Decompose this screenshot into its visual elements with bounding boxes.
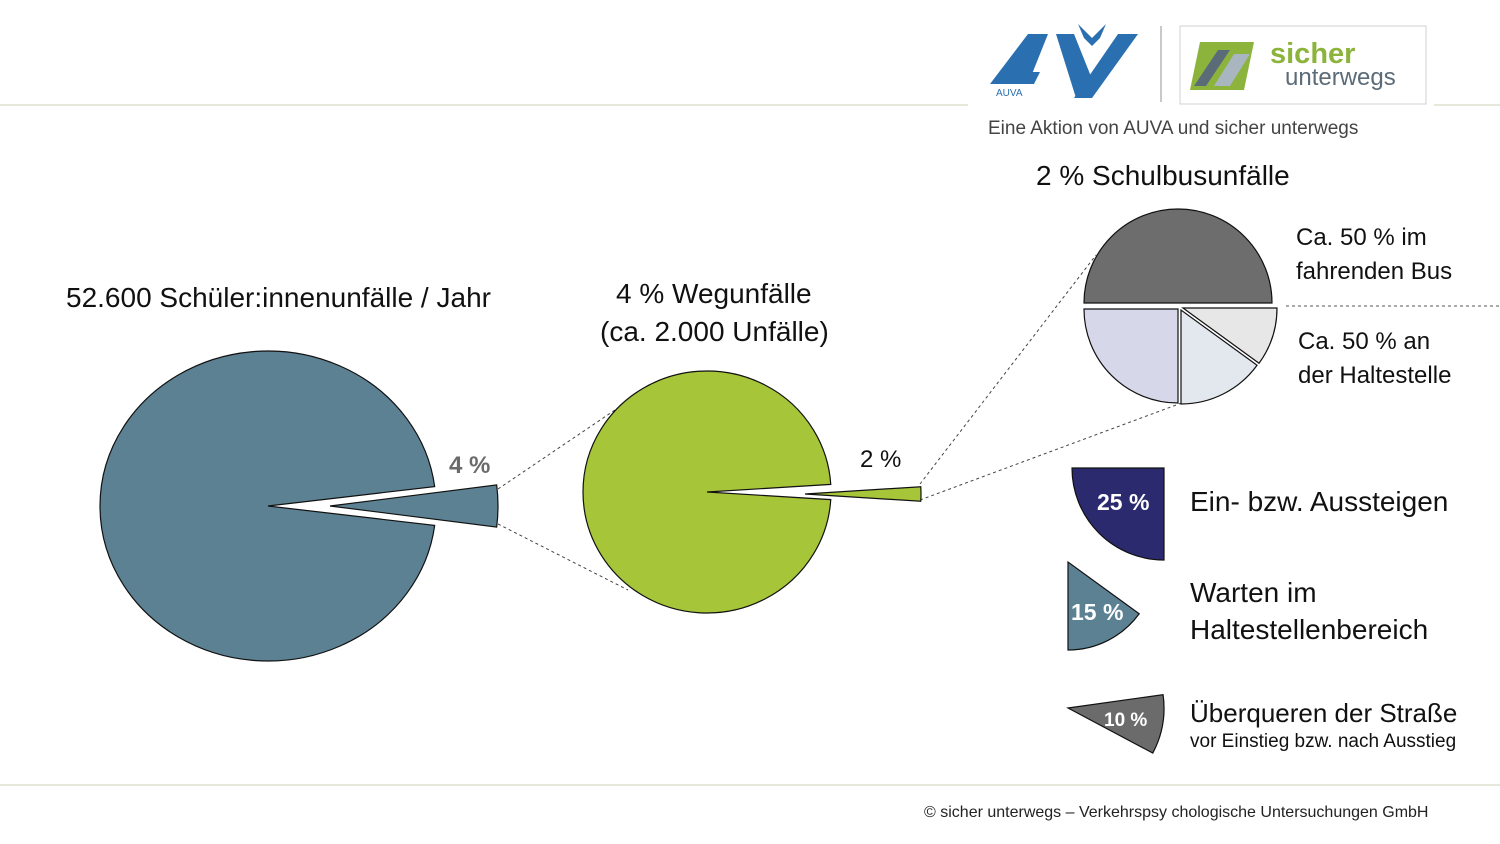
pie3-title: 2 % Schulbusunfälle bbox=[1036, 160, 1290, 191]
connector-line-2-bottom bbox=[919, 387, 1223, 501]
pie3-slice-boarding bbox=[1083, 308, 1179, 404]
pie2-subtitle: (ca. 2.000 Unfälle) bbox=[600, 316, 829, 347]
auva-logo bbox=[990, 24, 1138, 98]
legend-wedge2-text2: Haltestellenbereich bbox=[1190, 614, 1429, 645]
legend-wedges bbox=[1066, 467, 1165, 754]
legend-wedge3-text1: Überqueren der Straße bbox=[1190, 698, 1458, 728]
legend-wedge-boarding bbox=[1071, 467, 1165, 561]
legend-wedge3-pct: 10 % bbox=[1104, 710, 1148, 731]
auva-wordmark: AUVA bbox=[996, 88, 1023, 99]
pie2-title: 4 % Wegunfälle bbox=[616, 278, 812, 309]
pie1-slice-label: 4 % bbox=[449, 452, 491, 479]
annotation-bus-line1: Ca. 50 % im bbox=[1296, 224, 1427, 251]
pie2-slice-label: 2 % bbox=[860, 446, 902, 473]
pie-commute-accidents bbox=[582, 370, 922, 614]
connector-line-2-top bbox=[919, 254, 1097, 485]
legend-wedge2-text1: Warten im bbox=[1190, 577, 1317, 608]
footer-copyright: © sicher unterwegs – Verkehrspsy chologi… bbox=[924, 804, 1429, 821]
legend-wedge1-pct: 25 % bbox=[1097, 489, 1150, 515]
annotation-bus-line2: fahrenden Bus bbox=[1296, 258, 1453, 285]
pie1-title: 52.600 Schüler:innenunfälle / Jahr bbox=[66, 282, 491, 313]
sicher-unterwegs-logo bbox=[1179, 25, 1427, 105]
pie1-slice-exploded bbox=[329, 484, 499, 528]
logos-graphic bbox=[990, 24, 1427, 105]
pie1-slice-main bbox=[99, 350, 436, 662]
connector-line-1-bottom bbox=[497, 523, 629, 591]
logo-caption: Eine Aktion von AUVA und sicher unterweg… bbox=[988, 118, 1359, 139]
annotation-stop-line1: Ca. 50 % an bbox=[1298, 328, 1431, 355]
pie2-slice-main bbox=[582, 370, 832, 614]
pie2-slice-exploded bbox=[804, 486, 922, 502]
top-divider bbox=[0, 104, 1500, 106]
pie3-slice-crossing bbox=[1181, 307, 1278, 365]
legend-wedge3-text2: vor Einstieg bzw. nach Ausstieg bbox=[1190, 731, 1457, 752]
logo-block: AUVA sicher unterwegs Eine Aktion von AU… bbox=[968, 8, 1434, 150]
sicher-wordmark: sicher bbox=[1270, 38, 1356, 70]
pie-total-accidents bbox=[99, 350, 499, 662]
pie3-slice-waiting bbox=[1180, 308, 1258, 405]
unterwegs-wordmark: unterwegs bbox=[1285, 64, 1396, 91]
pie3-slice-bus bbox=[1083, 208, 1273, 304]
annotation-stop-line2: der Haltestelle bbox=[1298, 362, 1452, 389]
bottom-divider bbox=[0, 784, 1500, 786]
legend-wedge2-pct: 15 % bbox=[1071, 599, 1124, 625]
connector-lines bbox=[497, 254, 1223, 591]
legend-wedge1-text: Ein- bzw. Aussteigen bbox=[1190, 486, 1449, 517]
pie-schoolbus-accidents bbox=[1083, 208, 1500, 405]
legend-wedge-crossing bbox=[1066, 693, 1165, 754]
legend-wedge-waiting bbox=[1067, 560, 1141, 651]
